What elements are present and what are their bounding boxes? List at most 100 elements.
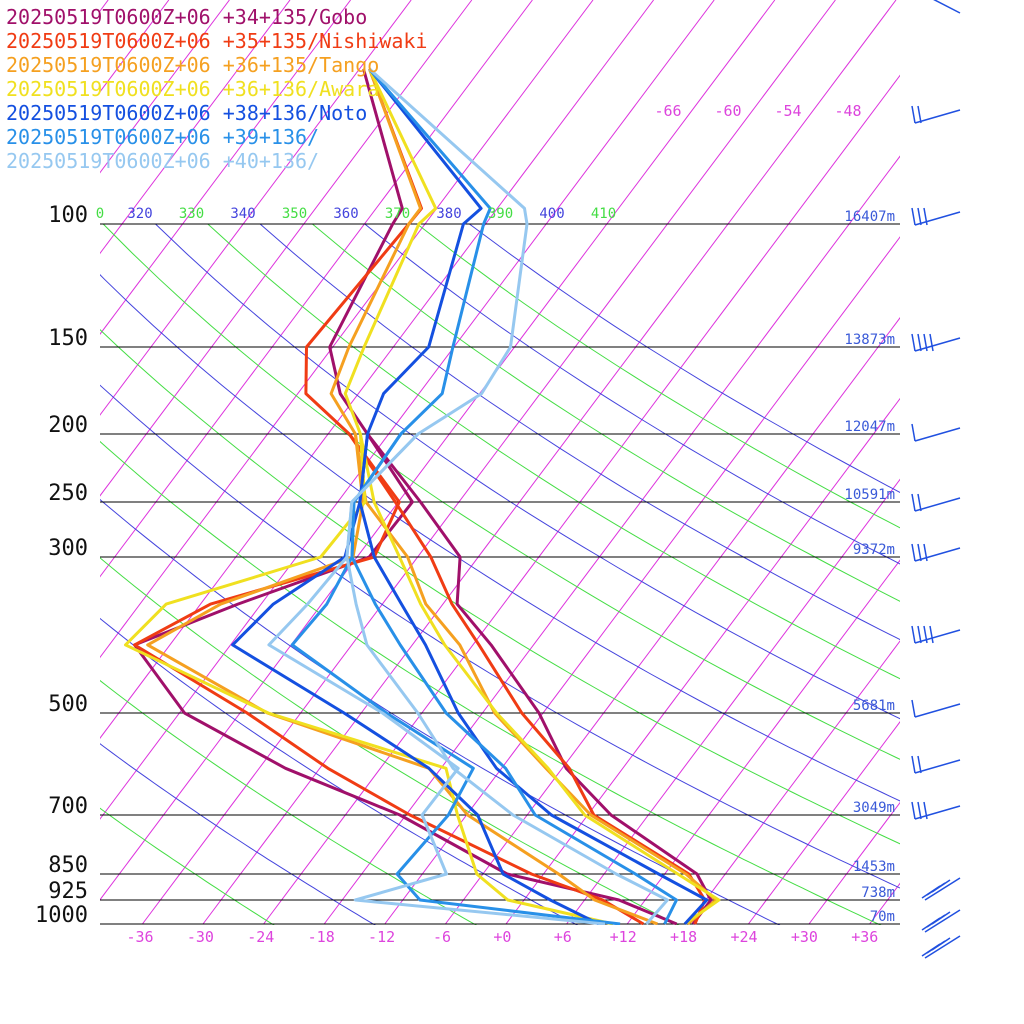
dry-adiabat-line bbox=[100, 384, 900, 889]
pressure-label: 700 bbox=[48, 794, 88, 819]
theta-label: 410 bbox=[591, 206, 616, 222]
dry-adiabat-line bbox=[100, 679, 477, 925]
height-label: 70m bbox=[870, 909, 895, 925]
temperature-profile-line bbox=[343, 68, 721, 925]
isotherm-label: -60 bbox=[714, 102, 741, 120]
isotherm-line bbox=[869, 882, 900, 925]
x-tick-label: +12 bbox=[610, 928, 637, 946]
dewpoint-profile-line bbox=[267, 432, 606, 925]
x-tick-label: +30 bbox=[791, 928, 818, 946]
temperature-profile-line bbox=[350, 68, 678, 925]
pressure-label: 850 bbox=[48, 853, 88, 878]
isotherm-line bbox=[566, 478, 900, 925]
dry-adiabat-line bbox=[312, 223, 900, 602]
dry-adiabat-line bbox=[416, 223, 900, 529]
axis-labels: 100 16407m 150 13873m 200 12047m 250 10591m 300 9… bbox=[35, 102, 895, 946]
height-label: 13873m bbox=[844, 332, 895, 348]
theta-label: 370 bbox=[385, 206, 410, 222]
isotherm-label: -48 bbox=[834, 102, 861, 120]
dewpoint-profile-line bbox=[146, 433, 659, 925]
legend-entry: 20250519T0600Z+06 +34+135/Gobo bbox=[6, 5, 367, 29]
dry-adiabat-line bbox=[102, 223, 900, 760]
dry-adiabat-line bbox=[364, 223, 900, 565]
dry-adiabat-line bbox=[100, 557, 680, 925]
wind-barb bbox=[911, 105, 961, 124]
pressure-label: 150 bbox=[48, 326, 88, 351]
isotherm-label: -66 bbox=[654, 102, 681, 120]
wind-barb bbox=[911, 801, 961, 820]
wind-barb bbox=[911, 423, 961, 442]
isotherm-line bbox=[505, 397, 900, 925]
pressure-label: 925 bbox=[48, 879, 88, 904]
wind-barb bbox=[911, 755, 961, 774]
x-tick-label: +24 bbox=[730, 928, 757, 946]
isotherm-line bbox=[687, 640, 900, 925]
dewpoint-profile-line bbox=[290, 433, 621, 925]
theta-label: 390 bbox=[488, 206, 513, 222]
wind-barb bbox=[921, 909, 961, 933]
isotherm-line bbox=[323, 155, 900, 925]
pressure-label: 200 bbox=[48, 413, 88, 438]
isotherm-line bbox=[444, 317, 900, 925]
theta-label: 340 bbox=[230, 206, 255, 222]
isotherm-line bbox=[141, 0, 836, 925]
wind-barbs bbox=[911, 0, 961, 959]
dewpoint-profile-line bbox=[133, 433, 645, 925]
x-tick-label: +0 bbox=[493, 928, 511, 946]
isotherm-line bbox=[100, 0, 412, 416]
height-label: 3049m bbox=[853, 800, 895, 816]
x-tick-label: -12 bbox=[368, 928, 395, 946]
dry-adiabat-line bbox=[100, 329, 900, 845]
height-label: 738m bbox=[861, 885, 895, 901]
dry-adiabat-line bbox=[259, 223, 900, 641]
theta-label: 320 bbox=[127, 206, 152, 222]
isotherm-line bbox=[100, 0, 776, 901]
temperature-profile-line bbox=[329, 68, 718, 925]
dry-adiabat-line bbox=[469, 223, 900, 493]
dry-adiabat-line bbox=[100, 807, 275, 925]
height-label: 12047m bbox=[844, 419, 895, 435]
theta-label: 350 bbox=[282, 206, 307, 222]
legend-entry: 20250519T0600Z+06 +39+136/ bbox=[6, 125, 319, 149]
legend-entry: 20250519T0600Z+06 +36+136/Awara bbox=[6, 77, 379, 101]
wind-barb bbox=[911, 543, 961, 562]
wind-barb bbox=[911, 493, 961, 512]
pressure-label: 100 bbox=[48, 203, 88, 228]
isotherm-line bbox=[930, 0, 1024, 924]
height-label: 16407m bbox=[844, 209, 895, 225]
isotherm-line bbox=[100, 0, 533, 578]
wind-barb bbox=[933, 0, 961, 14]
wind-barb bbox=[911, 625, 961, 644]
height-label: 1453m bbox=[853, 859, 895, 875]
dewpoint-profile-line bbox=[124, 433, 614, 925]
legend-entry: 20250519T0600Z+06 +40+136/ bbox=[6, 149, 319, 173]
dry-adiabat-line bbox=[100, 440, 882, 925]
theta-label: 400 bbox=[539, 206, 564, 222]
height-label: 9372m bbox=[853, 542, 895, 558]
dry-adiabat-line bbox=[100, 617, 579, 925]
x-tick-label: -36 bbox=[126, 928, 153, 946]
isotherm-line bbox=[991, 0, 1024, 924]
x-tick-label: -30 bbox=[187, 928, 214, 946]
isotherm-label: -54 bbox=[774, 102, 801, 120]
dry-adiabat-line bbox=[155, 223, 900, 720]
pressure-label: 300 bbox=[48, 536, 88, 561]
isotherm-line bbox=[100, 0, 230, 174]
theta-label: 380 bbox=[436, 206, 461, 222]
temperature-profile-line bbox=[345, 67, 669, 925]
x-tick-label: -6 bbox=[433, 928, 451, 946]
wind-barb bbox=[911, 699, 961, 718]
x-tick-label: +6 bbox=[554, 928, 572, 946]
temperature-profile-line bbox=[328, 68, 713, 925]
theta-label: 0 bbox=[96, 206, 104, 222]
pressure-lines bbox=[100, 223, 900, 925]
theta-label: 330 bbox=[179, 206, 204, 222]
dry-adiabat-line bbox=[100, 274, 900, 802]
dry-adiabat-line bbox=[100, 498, 781, 925]
isotherm-line bbox=[202, 0, 897, 925]
wind-barb bbox=[911, 207, 961, 226]
x-tick-label: +36 bbox=[851, 928, 878, 946]
temperature-profile-line bbox=[304, 68, 707, 925]
pressure-label: 1000 bbox=[35, 903, 88, 928]
